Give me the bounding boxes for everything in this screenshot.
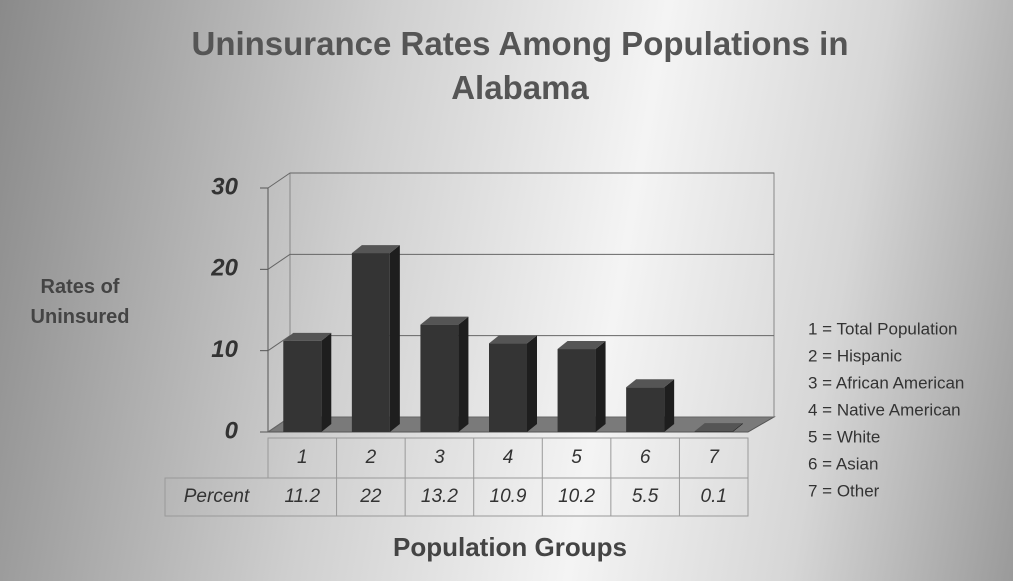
bar-side bbox=[527, 335, 537, 432]
legend-entry: 6 = Asian bbox=[808, 454, 878, 473]
bar-side bbox=[321, 332, 332, 432]
bar-top bbox=[351, 245, 400, 254]
table-row bbox=[164, 477, 749, 517]
bar bbox=[420, 324, 459, 432]
bar-top bbox=[283, 332, 332, 341]
legend-entry: 5 = White bbox=[808, 427, 880, 446]
legend-entry: 1 = Total Population bbox=[808, 319, 958, 338]
bar-side bbox=[389, 245, 400, 432]
table-value: 10.9 bbox=[490, 486, 527, 507]
bar-top bbox=[489, 335, 537, 344]
grid-line bbox=[267, 335, 291, 352]
bar-top bbox=[694, 423, 743, 432]
bar-side bbox=[595, 341, 606, 432]
bar-top bbox=[420, 316, 469, 325]
y-tick-label: 30 bbox=[211, 173, 238, 200]
chart-title: Uninsurance Rates Among Populations in A… bbox=[191, 25, 849, 106]
bar bbox=[626, 387, 665, 432]
y-tick-label: 10 bbox=[211, 336, 238, 363]
y-axis-label: Rates of Uninsured bbox=[30, 276, 130, 328]
bar-side bbox=[664, 379, 675, 432]
table-value: 13.2 bbox=[421, 486, 458, 507]
grid-line bbox=[267, 172, 291, 189]
table-value: 10.2 bbox=[558, 486, 595, 507]
legend-entry: 7 = Other bbox=[808, 481, 880, 500]
bar bbox=[557, 349, 596, 432]
bar-side bbox=[458, 316, 469, 432]
bar bbox=[489, 343, 527, 432]
bar-side bbox=[732, 423, 743, 432]
legend-entry: 3 = African American bbox=[808, 373, 964, 392]
table-value: 11.2 bbox=[284, 486, 320, 507]
x-tick-label: 6 bbox=[640, 447, 651, 468]
x-tick-label: 3 bbox=[434, 447, 445, 468]
x-tick-label: 1 bbox=[297, 447, 308, 468]
y-tick-label: 0 bbox=[225, 417, 239, 444]
table-value: 22 bbox=[359, 486, 382, 507]
x-tick-label: 5 bbox=[571, 447, 582, 468]
x-tick-label: 4 bbox=[503, 447, 514, 468]
x-tick-label: 2 bbox=[365, 447, 377, 468]
bar bbox=[694, 431, 733, 432]
grid-line bbox=[267, 253, 291, 270]
legend-entry: 4 = Native American bbox=[808, 400, 961, 419]
bar-top bbox=[626, 379, 675, 388]
table-value: 5.5 bbox=[632, 486, 659, 507]
legend-entry: 2 = Hispanic bbox=[808, 346, 903, 365]
bar bbox=[283, 340, 322, 432]
bar bbox=[351, 253, 390, 432]
table-value: 0.1 bbox=[701, 486, 727, 507]
y-tick-label: 20 bbox=[210, 255, 238, 282]
x-axis-label: Population Groups bbox=[393, 532, 627, 562]
x-tick-label: 7 bbox=[708, 447, 720, 468]
table-label: Percent bbox=[184, 486, 250, 507]
bar-top bbox=[557, 341, 606, 350]
